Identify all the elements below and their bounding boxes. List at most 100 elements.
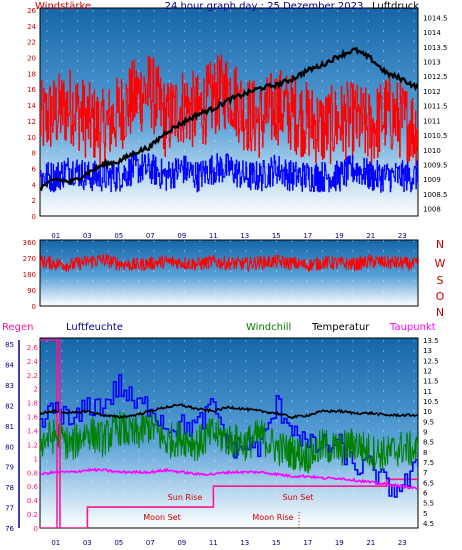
event-sun-rise: Sun Rise [168, 493, 203, 502]
event-sun-set: Sun Set [283, 493, 314, 502]
wind-tick-7: 14 [27, 102, 36, 110]
top-hour-tick-9: 19 [335, 232, 344, 240]
direction-tick-2: 180 [23, 271, 36, 279]
rain-tick-4: 0.8 [27, 469, 38, 477]
direction-tick-3: 270 [23, 255, 36, 263]
rain-tick-12: 2.4 [27, 358, 39, 366]
wind-tick-6: 12 [27, 118, 36, 126]
pressure-tick-6: 1011 [423, 117, 441, 125]
bottom-hour-tick-0: 01 [51, 539, 60, 547]
pressure-tick-5: 1010.5 [423, 132, 448, 140]
pressure-tick-3: 1009.5 [423, 162, 448, 170]
legend-temperature: Temperatur [311, 322, 370, 333]
top-hour-tick-11: 23 [398, 232, 407, 240]
rain-tick-0: 0 [34, 525, 38, 533]
top-series [40, 46, 418, 193]
humidity-tick-9: 85 [5, 341, 14, 349]
top-hour-tick-2: 05 [114, 232, 123, 240]
wind-series-line [40, 54, 418, 167]
top-hour-tick-8: 17 [303, 232, 312, 240]
bottom-hour-tick-8: 17 [303, 539, 312, 547]
humidity-tick-2: 78 [5, 484, 14, 492]
astro-events: Sun Rise Sun Set Moon Set Moon Rise [143, 493, 313, 528]
mid-panel: 0 90 180 270 360 N W S O N [23, 238, 446, 319]
humidity-tick-5: 81 [5, 423, 14, 431]
mid-left-axis: 0 90 180 270 360 [23, 239, 36, 311]
top-title-left: Windstärke [35, 1, 91, 12]
temperature-tick-14: 11.5 [423, 378, 439, 386]
direction-tick-1: 90 [27, 287, 36, 295]
rain-tick-13: 2.6 [27, 344, 39, 352]
humidity-tick-4: 80 [5, 443, 14, 451]
compass-w: W [435, 257, 446, 270]
mid-panel-frame [39, 239, 419, 307]
compass-labels: N W S O N [435, 238, 446, 319]
compass-s: S [437, 274, 444, 287]
rain-series-line [40, 478, 418, 528]
wind-tick-13: 26 [27, 7, 36, 15]
humidity-tick-7: 83 [5, 382, 14, 390]
bottom-hour-tick-10: 21 [366, 539, 375, 547]
wind-direction-series-line [40, 253, 418, 273]
rain-axis: 0 0.2 0.4 0.6 0.8 1 1.2 1.4 1.6 1.8 2 2.2 2.4 2.6 [27, 344, 39, 533]
legend-humidity: Luftfeuchte [66, 322, 123, 333]
event-moon-set: Moon Set [143, 513, 180, 522]
top-hour-tick-1: 03 [83, 232, 92, 240]
pressure-tick-11: 1013.5 [423, 44, 448, 52]
bottom-hour-tick-3: 07 [146, 539, 155, 547]
dewpoint-series-line [40, 467, 418, 490]
pressure-tick-0: 1008 [423, 206, 441, 214]
temperature-tick-9: 9 [423, 429, 427, 437]
temperature-tick-6: 7.5 [423, 459, 434, 467]
humidity-axis: 76 77 78 79 80 81 82 83 84 85 [5, 341, 14, 533]
bottom-hour-tick-1: 03 [83, 539, 92, 547]
rain-start-marker [40, 339, 61, 528]
temperature-axis: 4.5 5 5.5 6 6.5 7 7.5 8 8.5 9 9.5 10 10.5 11 11.5 12 12.… [423, 337, 439, 528]
temperature-tick-11: 10 [423, 408, 432, 416]
rain-tick-11: 2.2 [27, 372, 38, 380]
rain-tick-3: 0.6 [27, 483, 39, 491]
rain-tick-5: 1 [34, 455, 38, 463]
temperature-tick-13: 11 [423, 388, 432, 396]
top-hour-tick-10: 21 [366, 232, 375, 240]
bottom-series [40, 339, 418, 528]
wind-tick-3: 6 [32, 166, 37, 174]
rain-tick-2: 0.4 [27, 497, 39, 505]
bottom-hour-tick-2: 05 [114, 539, 123, 547]
compass-n-bottom: N [436, 306, 444, 319]
legend-rain: Regen [2, 322, 34, 333]
wind-tick-0: 0 [32, 213, 36, 221]
temperature-tick-4: 6.5 [423, 479, 434, 487]
rain-tick-9: 1.8 [27, 400, 38, 408]
pressure-tick-2: 1009 [423, 176, 441, 184]
wind-tick-11: 22 [27, 39, 36, 47]
humidity-tick-3: 79 [5, 464, 14, 472]
windchill-series-line [40, 409, 418, 474]
top-hour-tick-4: 09 [177, 232, 186, 240]
temperature-tick-7: 8 [423, 449, 427, 457]
top-title-right: Luftdruck [372, 1, 419, 12]
wind-tick-1: 2 [32, 197, 36, 205]
wind-tick-5: 10 [27, 134, 36, 142]
top-hour-tick-7: 15 [272, 232, 281, 240]
temperature-tick-8: 8.5 [423, 439, 434, 447]
top-hour-tick-5: 11 [209, 232, 218, 240]
humidity-tick-0: 76 [5, 525, 14, 533]
pressure-tick-7: 1011.5 [423, 103, 448, 111]
bottom-hour-tick-4: 09 [177, 539, 186, 547]
pressure-tick-13: 1014.5 [423, 14, 448, 22]
temperature-tick-2: 5.5 [423, 500, 434, 508]
wind-tick-9: 18 [27, 70, 36, 78]
mid-series [40, 253, 418, 273]
direction-tick-0: 0 [32, 303, 36, 311]
pressure-series-line [40, 46, 418, 192]
pressure-tick-4: 1010 [423, 147, 441, 155]
wind-tick-2: 4 [32, 181, 37, 189]
pressure-tick-9: 1012.5 [423, 73, 448, 81]
top-hour-tick-3: 07 [146, 232, 155, 240]
bottom-panel: Regen Luftfeuchte Windchill Temperatur T… [2, 322, 439, 547]
temperature-tick-0: 4.5 [423, 520, 434, 528]
humidity-tick-6: 82 [5, 402, 14, 410]
